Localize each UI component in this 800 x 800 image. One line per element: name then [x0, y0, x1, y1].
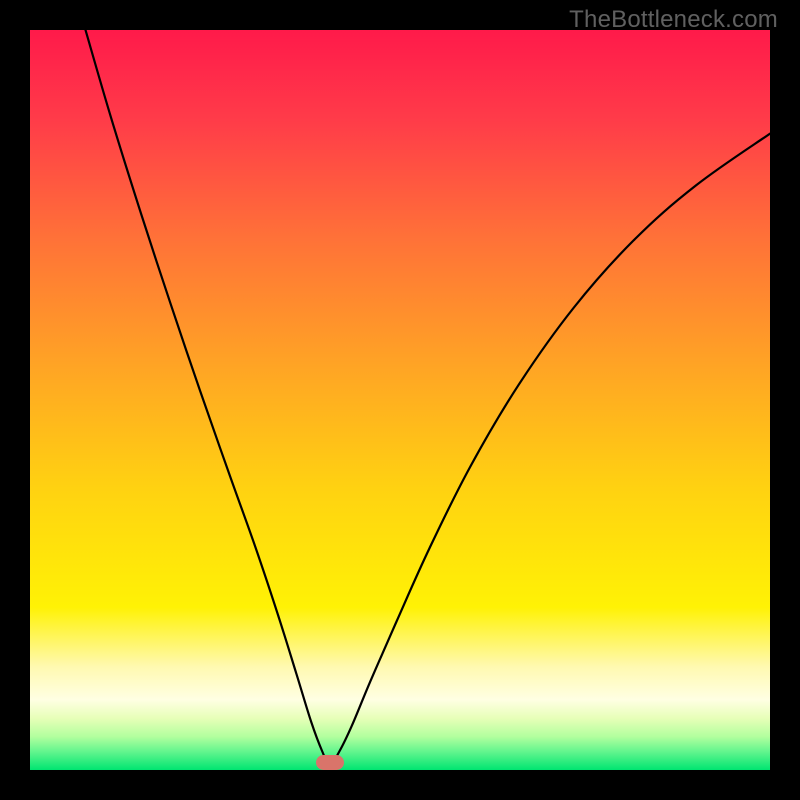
- chart-frame: TheBottleneck.com: [0, 0, 800, 800]
- minimum-marker: [316, 755, 344, 770]
- bottleneck-curve: [30, 30, 770, 770]
- plot-area: [30, 30, 770, 770]
